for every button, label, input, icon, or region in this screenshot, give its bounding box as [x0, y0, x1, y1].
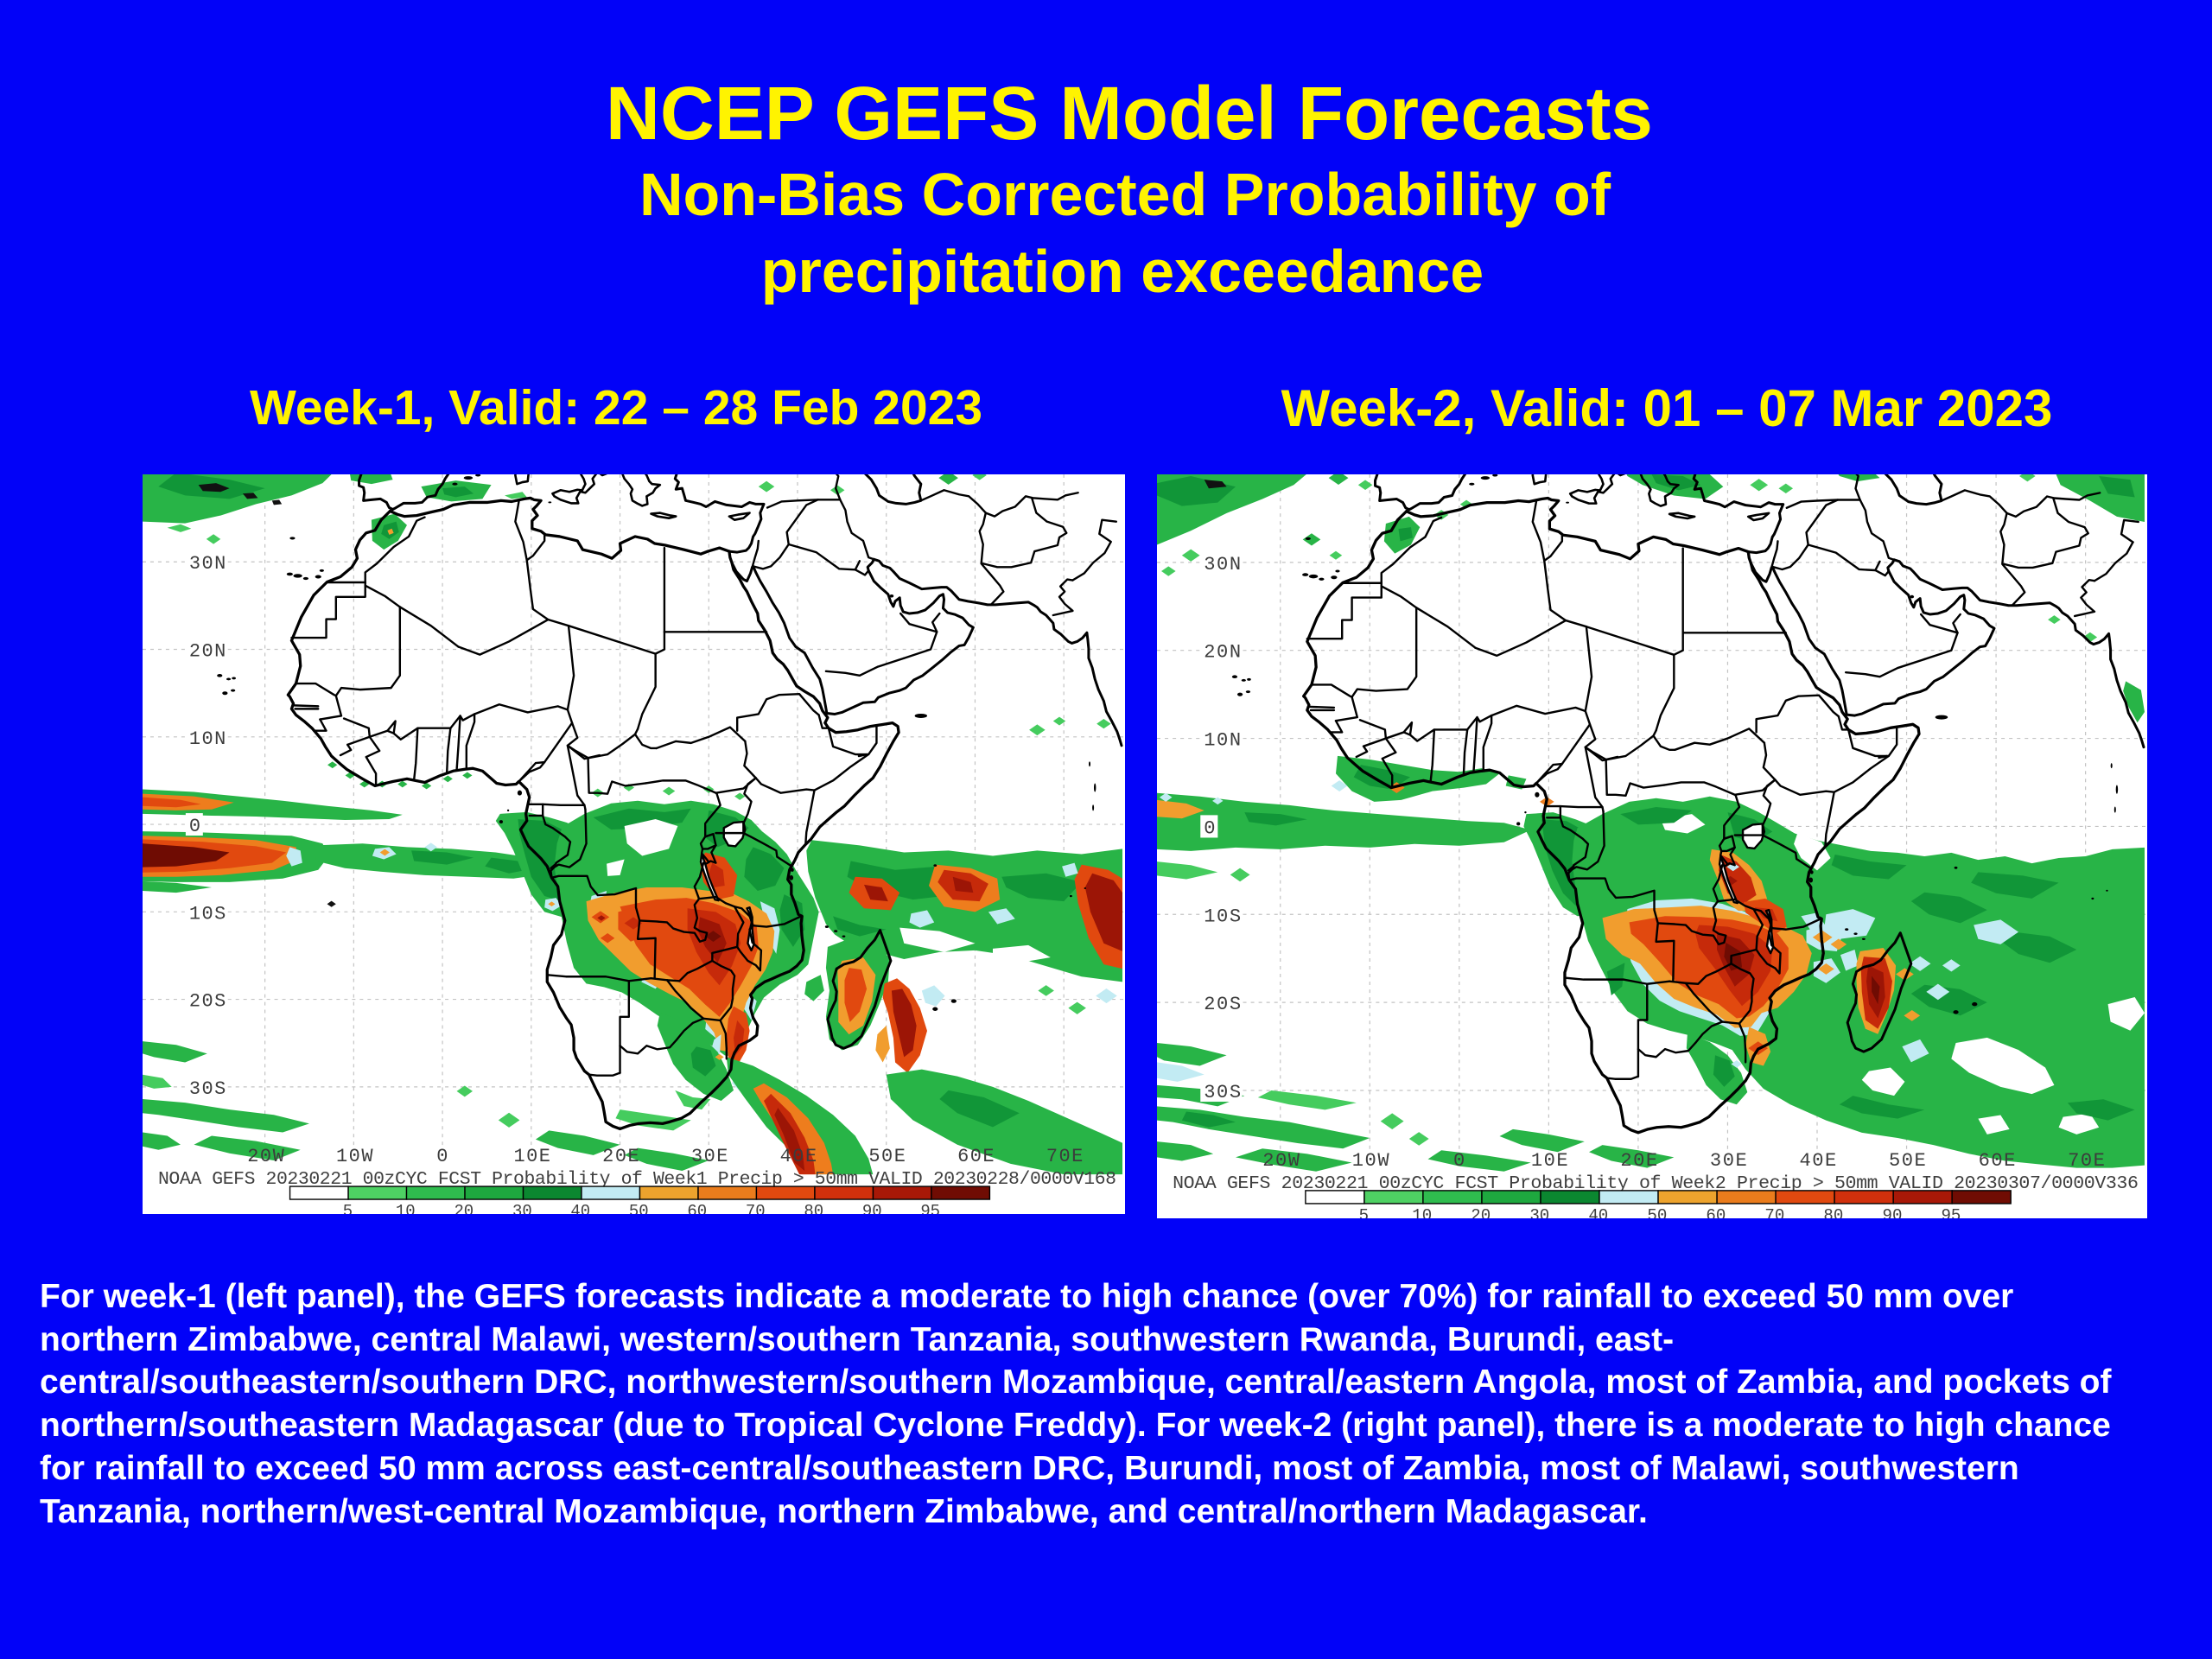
svg-text:30S: 30S	[189, 1078, 227, 1100]
svg-text:5: 5	[1359, 1206, 1369, 1218]
svg-text:30: 30	[512, 1202, 532, 1214]
svg-text:95: 95	[920, 1202, 940, 1214]
svg-text:30N: 30N	[189, 553, 227, 575]
svg-text:0: 0	[1204, 817, 1217, 839]
svg-text:40: 40	[570, 1202, 590, 1214]
svg-text:20S: 20S	[189, 991, 227, 1013]
svg-text:30E: 30E	[1710, 1150, 1748, 1172]
svg-text:10E: 10E	[513, 1146, 551, 1167]
svg-text:40: 40	[1588, 1206, 1608, 1218]
svg-text:20E: 20E	[602, 1146, 640, 1167]
svg-text:60: 60	[1706, 1206, 1726, 1218]
svg-text:60: 60	[687, 1202, 707, 1214]
svg-text:60E: 60E	[1979, 1150, 2017, 1172]
svg-text:0: 0	[189, 816, 202, 837]
svg-text:90: 90	[862, 1202, 882, 1214]
svg-text:20W: 20W	[247, 1146, 285, 1167]
svg-text:30S: 30S	[1204, 1082, 1242, 1103]
svg-text:50: 50	[629, 1202, 649, 1214]
svg-text:10E: 10E	[1531, 1150, 1569, 1172]
svg-text:80: 80	[804, 1202, 823, 1214]
svg-text:10: 10	[1412, 1206, 1432, 1218]
svg-text:10W: 10W	[1352, 1150, 1390, 1172]
svg-text:70: 70	[1764, 1206, 1784, 1218]
svg-text:90: 90	[1882, 1206, 1902, 1218]
svg-text:60E: 60E	[957, 1146, 995, 1167]
svg-text:5: 5	[343, 1202, 353, 1214]
svg-text:80: 80	[1823, 1206, 1843, 1218]
svg-text:20: 20	[454, 1202, 474, 1214]
svg-text:30E: 30E	[691, 1146, 729, 1167]
svg-text:30N: 30N	[1204, 554, 1242, 575]
svg-text:10W: 10W	[336, 1146, 374, 1167]
svg-text:20S: 20S	[1204, 994, 1242, 1015]
svg-text:10: 10	[396, 1202, 416, 1214]
svg-text:70: 70	[746, 1202, 766, 1214]
svg-text:40E: 40E	[1799, 1150, 1837, 1172]
svg-text:70E: 70E	[2068, 1150, 2106, 1172]
svg-text:20N: 20N	[189, 641, 227, 663]
svg-text:NOAA GEFS 20230221 00zCYC FCST: NOAA GEFS 20230221 00zCYC FCST Probabili…	[1173, 1173, 2139, 1194]
svg-text:70E: 70E	[1046, 1146, 1084, 1167]
svg-text:40E: 40E	[780, 1146, 818, 1167]
svg-text:20N: 20N	[1204, 642, 1242, 664]
svg-text:10S: 10S	[189, 903, 227, 925]
svg-text:50E: 50E	[1889, 1150, 1927, 1172]
svg-text:10N: 10N	[1204, 730, 1242, 752]
svg-text:95: 95	[1941, 1206, 1961, 1218]
svg-text:0: 0	[436, 1146, 449, 1167]
svg-text:50E: 50E	[868, 1146, 906, 1167]
svg-text:30: 30	[1529, 1206, 1549, 1218]
svg-text:20: 20	[1471, 1206, 1491, 1218]
svg-text:50: 50	[1647, 1206, 1667, 1218]
svg-text:10N: 10N	[189, 728, 227, 750]
svg-text:0: 0	[1453, 1150, 1466, 1172]
svg-text:20E: 20E	[1620, 1150, 1658, 1172]
svg-text:20W: 20W	[1262, 1150, 1300, 1172]
svg-text:10S: 10S	[1204, 906, 1242, 927]
